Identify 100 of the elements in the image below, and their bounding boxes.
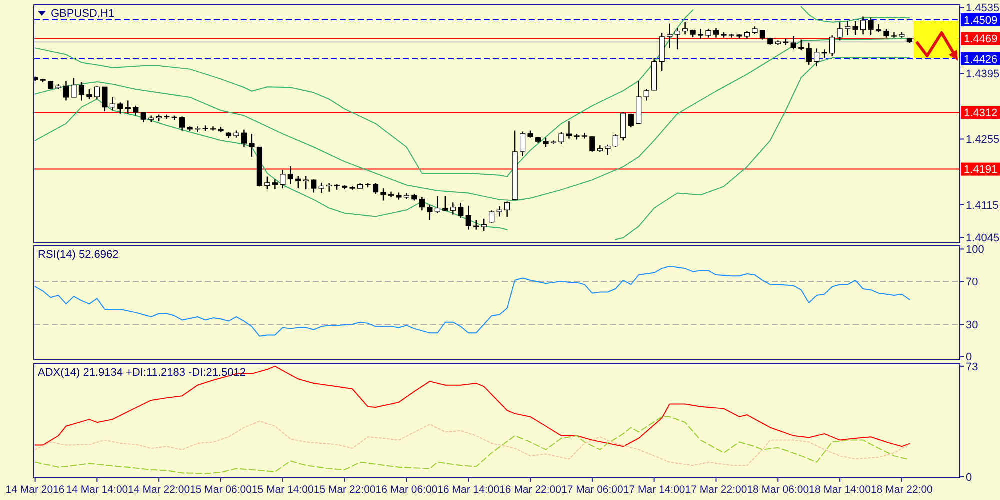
candlestick xyxy=(318,182,324,194)
chart-title: GBPUSD,H1 xyxy=(51,8,115,20)
candlestick xyxy=(466,205,472,230)
candlestick xyxy=(790,36,796,50)
candlestick xyxy=(474,219,480,230)
candlestick xyxy=(210,126,216,132)
x-tick-label: 16 Mar 22:00 xyxy=(500,484,562,496)
candlestick xyxy=(698,28,704,40)
y-tick-label: 0 xyxy=(966,352,972,364)
x-tick-label: 15 Mar 06:00 xyxy=(190,484,252,496)
candlestick xyxy=(102,86,108,112)
ref-line-label: 1.4509 xyxy=(964,14,998,27)
candlestick xyxy=(434,196,440,214)
candlestick xyxy=(830,34,836,57)
x-tick-label: 14 Mar 2016 xyxy=(6,484,65,496)
candlestick xyxy=(71,78,77,98)
candlestick xyxy=(682,22,688,36)
y-tick-label: 1.4255 xyxy=(966,134,1000,146)
candlestick xyxy=(496,206,502,218)
candlestick xyxy=(272,179,278,190)
chart-title: ADX(14) 21.9134 +DI:11.2183 -DI:21.5012 xyxy=(38,367,246,379)
ref-line-label: 1.4469 xyxy=(964,34,998,46)
y-tick-label: 0 xyxy=(966,472,972,484)
candlestick xyxy=(63,80,70,102)
candlestick xyxy=(713,27,720,38)
candlestick xyxy=(380,188,386,202)
x-tick-label: 14 Mar 14:00 xyxy=(66,484,128,496)
x-tick-label: 16 Mar 06:00 xyxy=(376,484,438,496)
line-series xyxy=(34,420,910,466)
candlestick xyxy=(458,202,464,219)
candlestick xyxy=(86,88,92,100)
candlestick xyxy=(844,20,851,36)
candlestick xyxy=(249,133,255,158)
y-tick-label: 1.4395 xyxy=(966,68,1000,80)
candlestick xyxy=(442,195,448,212)
candlestick xyxy=(296,176,302,190)
y-tick-label: 70 xyxy=(966,276,978,288)
candlestick xyxy=(140,112,146,123)
x-tick-label: 18 Mar 22:00 xyxy=(871,484,934,496)
candlestick xyxy=(876,24,882,33)
candlestick xyxy=(760,30,766,40)
candlestick xyxy=(590,136,596,153)
candlestick xyxy=(814,48,820,68)
y-tick-label: 100 xyxy=(966,244,984,256)
candlestick xyxy=(280,170,286,190)
candlestick xyxy=(450,202,456,216)
chart-title: RSI(14) 52.6962 xyxy=(38,249,119,261)
candlestick xyxy=(891,32,898,38)
x-tick-label: 18 Mar 14:00 xyxy=(809,484,872,496)
line-series xyxy=(34,416,910,474)
candlestick xyxy=(852,20,858,36)
x-tick-label: 15 Mar 22:00 xyxy=(314,484,376,496)
candlestick xyxy=(520,131,526,157)
candlestick xyxy=(94,86,100,100)
candlestick xyxy=(868,17,874,36)
line-series xyxy=(34,366,910,448)
candlestick xyxy=(644,88,650,102)
candlestick xyxy=(326,182,332,192)
candlestick xyxy=(798,39,804,52)
candlestick xyxy=(860,16,866,36)
candlestick xyxy=(241,129,248,148)
candlestick xyxy=(667,23,673,49)
candlestick xyxy=(311,179,317,194)
candlestick xyxy=(504,201,510,218)
candlestick xyxy=(288,166,294,185)
candlestick xyxy=(543,137,549,148)
x-tick-label: 16 Mar 14:00 xyxy=(438,484,500,496)
candlestick xyxy=(628,113,634,128)
candlestick xyxy=(427,204,433,221)
y-tick-label: 73 xyxy=(966,361,978,374)
y-tick-label: 1.4115 xyxy=(966,200,999,212)
candlestick xyxy=(118,102,124,115)
x-tick-label: 17 Mar 14:00 xyxy=(623,484,686,496)
candlestick xyxy=(582,132,588,140)
ref-line-label: 1.4312 xyxy=(964,107,998,120)
x-tick-label: 17 Mar 22:00 xyxy=(685,484,748,496)
y-tick-label: 1.4045 xyxy=(966,232,1000,245)
candlestick xyxy=(481,218,487,232)
candlestick xyxy=(264,176,270,190)
candlestick xyxy=(303,176,309,190)
candlestick xyxy=(78,82,85,102)
candlestick xyxy=(164,114,170,120)
ref-line-label: 1.4191 xyxy=(964,164,998,176)
candlestick xyxy=(674,27,680,50)
ref-line-label: 1.4426 xyxy=(964,54,998,66)
candlestick xyxy=(372,182,379,195)
x-tick-label: 17 Mar 06:00 xyxy=(562,484,624,496)
candlestick xyxy=(806,42,812,66)
candlestick xyxy=(419,196,425,212)
candlestick xyxy=(180,116,186,132)
candlestick xyxy=(110,96,116,112)
candlestick xyxy=(837,22,843,42)
x-tick-label: 15 Mar 14:00 xyxy=(252,484,314,496)
x-tick-label: 14 Mar 22:00 xyxy=(128,484,190,496)
candlestick xyxy=(133,105,139,116)
line-series xyxy=(34,266,910,337)
candlestick xyxy=(605,144,611,156)
x-tick-label: 18 Mar 06:00 xyxy=(747,484,810,496)
candlestick xyxy=(125,100,131,115)
candlestick xyxy=(566,120,572,140)
